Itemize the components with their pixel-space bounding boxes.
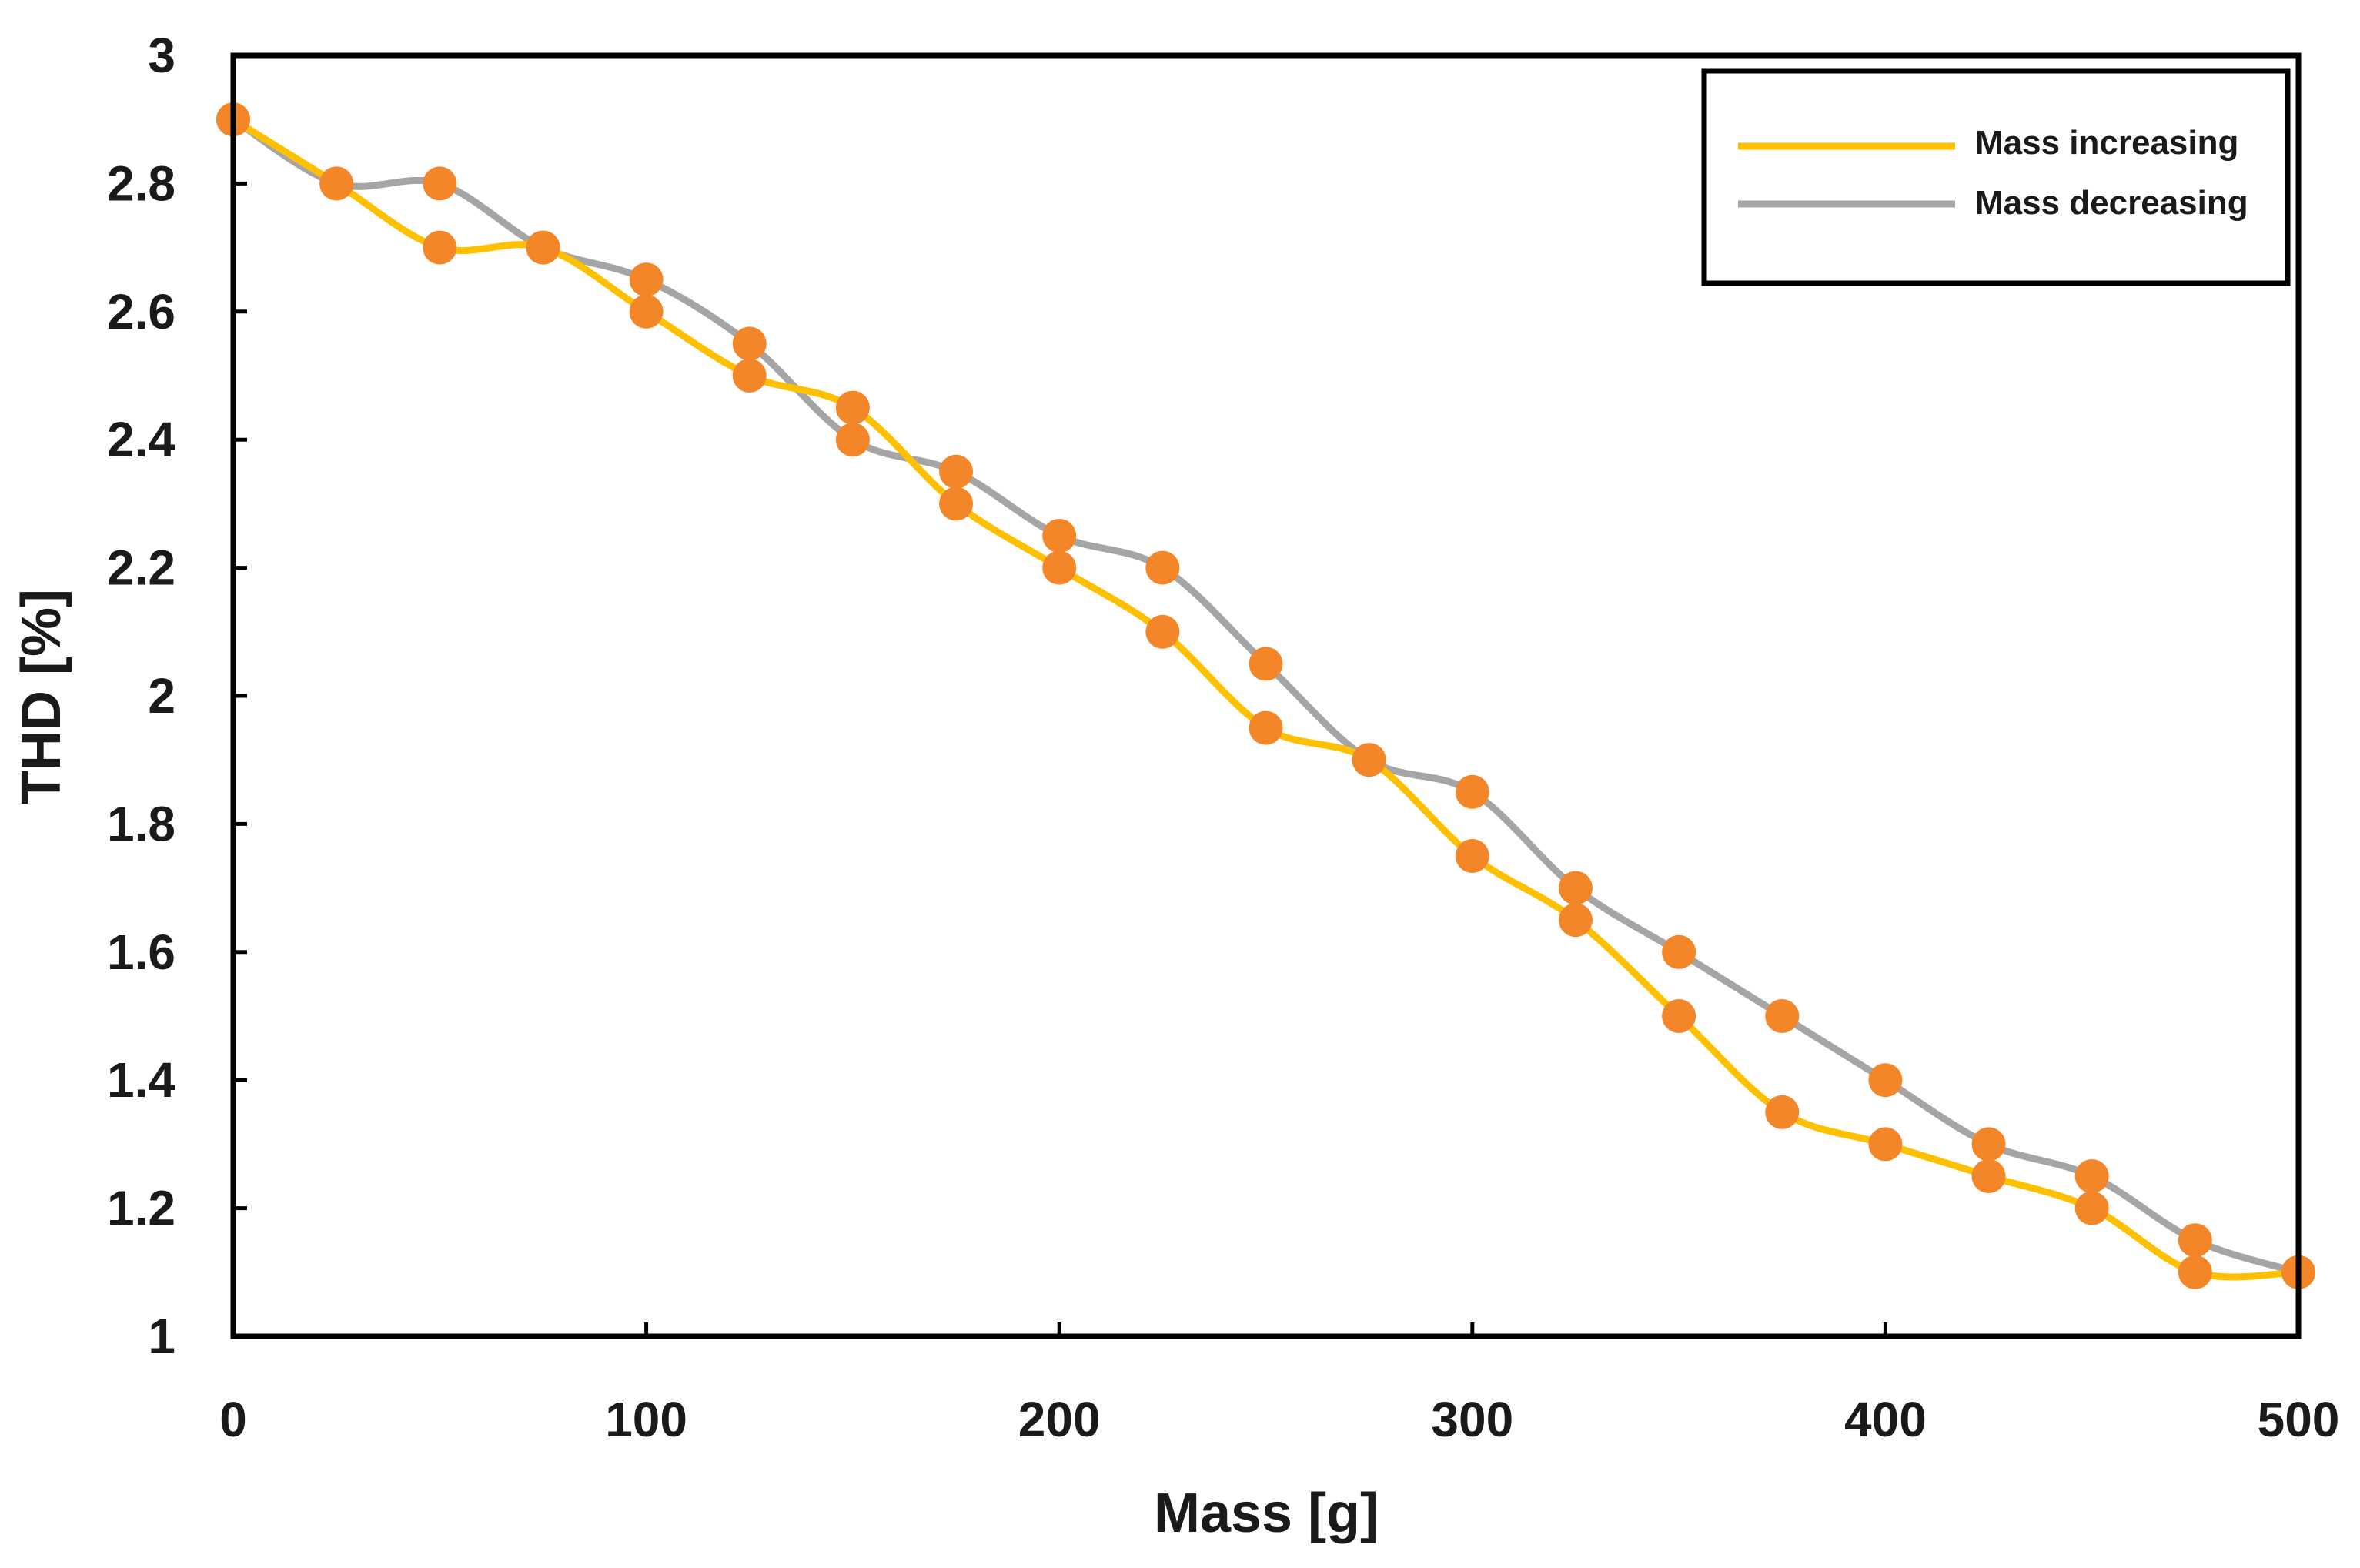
- data-point-mass-increasing: [1868, 1127, 1903, 1162]
- x-tick-label: 300: [1431, 1392, 1513, 1447]
- x-tick-label: 200: [1018, 1392, 1101, 1447]
- data-point-mass-increasing: [1249, 710, 1283, 745]
- data-point-mass-decreasing: [319, 166, 354, 201]
- data-point-mass-decreasing: [1249, 647, 1283, 681]
- y-tick-label: 1.4: [107, 1052, 175, 1108]
- x-tick-label: 500: [2258, 1392, 2340, 1447]
- y-tick-label: 1.2: [107, 1181, 175, 1236]
- data-point-mass-increasing: [1558, 903, 1593, 938]
- y-tick-label: 2: [148, 668, 175, 724]
- data-point-mass-increasing: [1145, 614, 1180, 649]
- data-point-mass-decreasing: [2178, 1223, 2212, 1258]
- data-point-mass-decreasing: [1971, 1127, 2006, 1162]
- tick-labels: 0 100 200 300 400 500 1 1.2 1.4 1.6 1.8 2 2.2 2.4 2.6 2…: [107, 28, 2339, 1447]
- axes: [230, 52, 2302, 1339]
- x-tick-label: 400: [1844, 1392, 1927, 1447]
- data-point-mass-decreasing: [1145, 550, 1180, 585]
- data-point-mass-decreasing: [1455, 774, 1489, 809]
- y-tick-label: 1: [148, 1309, 175, 1364]
- data-point-mass-increasing: [939, 486, 974, 521]
- x-tick-label: 100: [605, 1392, 687, 1447]
- y-tick-label: 3: [148, 28, 175, 83]
- data-point-mass-increasing: [1971, 1159, 2006, 1193]
- data-point-mass-decreasing: [1662, 934, 1696, 969]
- data-point-mass-increasing: [2074, 1191, 2109, 1225]
- y-tick-label: 2.8: [107, 155, 175, 211]
- data-point-mass-decreasing: [2074, 1159, 2109, 1193]
- data-point-mass-increasing: [1765, 1095, 1800, 1129]
- data-point-mass-decreasing: [939, 454, 974, 489]
- data-point-mass-decreasing: [1042, 519, 1077, 553]
- data-point-mass-increasing: [1455, 839, 1489, 873]
- data-point-mass-increasing: [423, 230, 457, 265]
- data-point-mass-decreasing: [526, 230, 560, 265]
- data-point-mass-decreasing: [423, 166, 457, 201]
- legend: Mass increasing Mass decreasing: [1701, 68, 2291, 286]
- y-tick-label: 2.6: [107, 284, 175, 339]
- legend-box: [1701, 68, 2291, 286]
- data-point-mass-decreasing: [1765, 999, 1800, 1033]
- data-point-mass-decreasing: [732, 326, 767, 361]
- y-axis-title: THD [%]: [11, 589, 72, 804]
- y-tick-label: 1.8: [107, 796, 175, 851]
- y-tick-label: 2.2: [107, 540, 175, 596]
- data-point-mass-decreasing: [1558, 871, 1593, 905]
- data-point-mass-decreasing: [629, 262, 664, 297]
- data-point-mass-increasing: [732, 359, 767, 393]
- x-tick-label: 0: [219, 1392, 247, 1447]
- data-point-mass-increasing: [629, 294, 664, 329]
- y-tick-label: 1.6: [107, 924, 175, 980]
- data-point-mass-increasing: [1042, 550, 1077, 585]
- data-point-mass-decreasing: [1868, 1063, 1903, 1098]
- data-point-mass-increasing: [2178, 1255, 2212, 1289]
- legend-label-mass-decreasing: Mass decreasing: [1975, 184, 2248, 222]
- y-tick-label: 2.4: [107, 412, 175, 467]
- data-point-mass-decreasing: [835, 423, 870, 457]
- data-point-mass-decreasing: [1352, 743, 1386, 777]
- data-point-mass-increasing: [1662, 999, 1696, 1033]
- data-point-mass-increasing: [835, 390, 870, 425]
- x-axis-title: Mass [g]: [1154, 1483, 1379, 1544]
- legend-label-mass-increasing: Mass increasing: [1975, 124, 2238, 162]
